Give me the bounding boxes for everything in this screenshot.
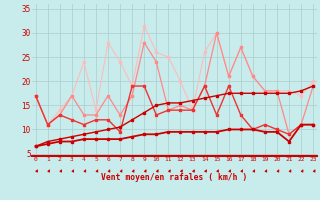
X-axis label: Vent moyen/en rafales ( km/h ): Vent moyen/en rafales ( km/h )	[101, 174, 248, 182]
